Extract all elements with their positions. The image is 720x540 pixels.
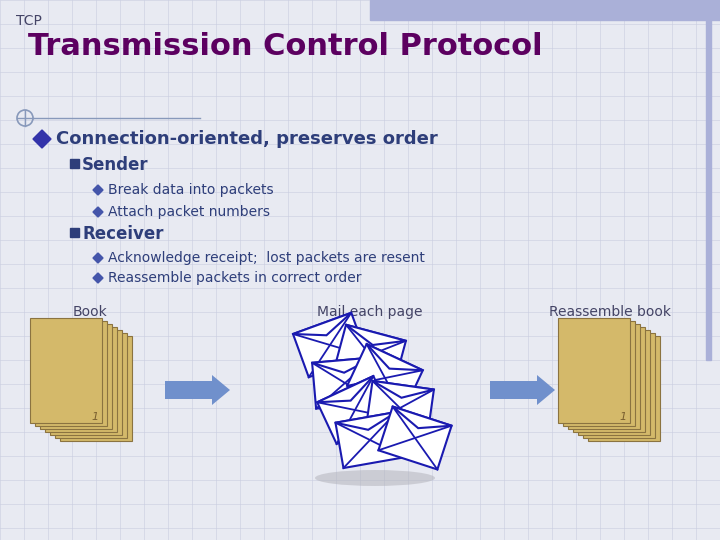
Bar (370, 0, 720, 20)
Text: 1: 1 (620, 412, 627, 422)
Polygon shape (372, 381, 434, 398)
Polygon shape (318, 376, 374, 402)
Bar (573, 327, 645, 432)
FancyArrow shape (165, 375, 230, 405)
Polygon shape (312, 357, 374, 373)
Bar (70, 159, 78, 167)
FancyArrow shape (490, 375, 555, 405)
Polygon shape (93, 207, 103, 217)
Polygon shape (93, 253, 103, 263)
Polygon shape (379, 407, 451, 469)
Bar (50, 330, 122, 435)
Bar (706, 0, 711, 360)
Bar (70, 227, 78, 237)
Bar (563, 321, 635, 426)
Bar (568, 324, 640, 429)
Text: Reassemble packets in correct order: Reassemble packets in correct order (108, 271, 361, 285)
Polygon shape (392, 407, 451, 428)
Bar (583, 333, 655, 438)
Polygon shape (334, 325, 406, 385)
Text: Connection-oriented, preserves order: Connection-oriented, preserves order (56, 130, 438, 148)
Polygon shape (366, 344, 423, 370)
Bar (578, 330, 650, 435)
Polygon shape (347, 344, 423, 412)
Polygon shape (93, 185, 103, 195)
Text: Break data into packets: Break data into packets (108, 183, 274, 197)
Polygon shape (93, 273, 103, 283)
Text: Reassemble book: Reassemble book (549, 305, 671, 319)
Polygon shape (293, 313, 367, 377)
Text: Book: Book (73, 305, 107, 319)
Bar (35, 321, 107, 426)
Text: TCP: TCP (16, 14, 42, 28)
Bar (45, 327, 117, 432)
Bar (558, 318, 630, 423)
Polygon shape (33, 130, 51, 148)
Text: Receiver: Receiver (82, 225, 163, 243)
Polygon shape (312, 357, 378, 409)
Text: Transmission Control Protocol: Transmission Control Protocol (28, 32, 543, 61)
Bar (30, 318, 102, 423)
Polygon shape (293, 313, 351, 335)
Polygon shape (336, 412, 405, 468)
Polygon shape (346, 325, 406, 345)
Polygon shape (336, 412, 397, 430)
Text: Acknowledge receipt;  lost packets are resent: Acknowledge receipt; lost packets are re… (108, 251, 425, 265)
Polygon shape (318, 376, 393, 444)
Text: 1: 1 (92, 412, 99, 422)
Text: Attach packet numbers: Attach packet numbers (108, 205, 270, 219)
Bar (55, 333, 127, 438)
Bar (588, 336, 660, 441)
Polygon shape (366, 381, 434, 435)
Ellipse shape (315, 470, 435, 486)
Text: Mail each page: Mail each page (318, 305, 423, 319)
Bar (60, 336, 132, 441)
Text: Sender: Sender (82, 156, 148, 174)
Bar (40, 324, 112, 429)
